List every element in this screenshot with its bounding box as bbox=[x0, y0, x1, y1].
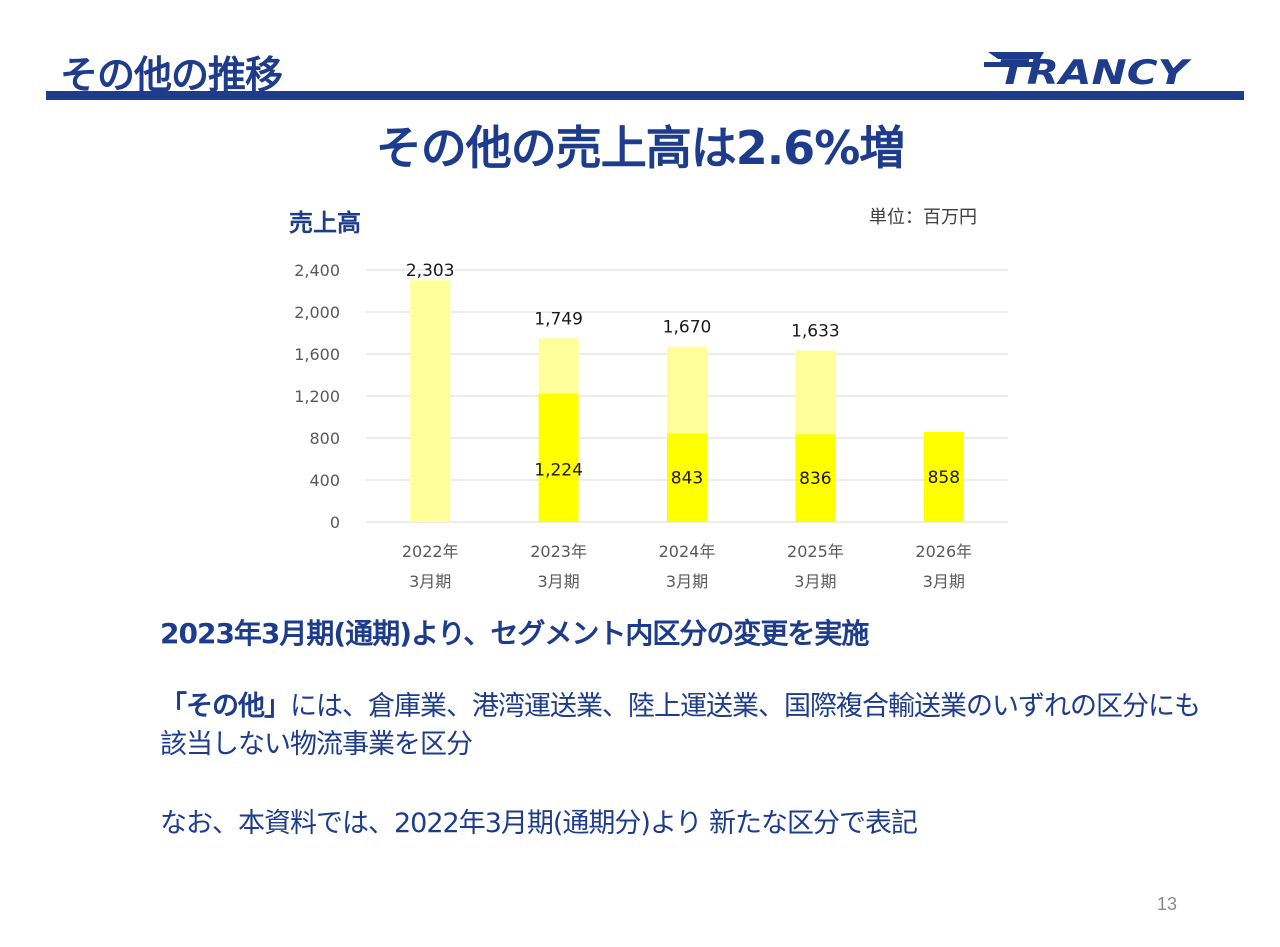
x-category-sublabel: 3月期 bbox=[794, 572, 836, 591]
y-tick-label: 1,200 bbox=[294, 387, 340, 406]
bar-total-label: 1,749 bbox=[534, 309, 583, 329]
other-label: 「その他」 bbox=[160, 691, 291, 722]
bar-value-label: 858 bbox=[928, 468, 960, 488]
bar-total-label: 1,633 bbox=[791, 322, 840, 342]
bar-top-segment bbox=[667, 346, 707, 434]
x-category-label: 2022年 bbox=[402, 542, 459, 561]
y-tick-label: 2,000 bbox=[294, 303, 340, 322]
bar-base-segment bbox=[538, 393, 579, 522]
bar-base-segment bbox=[923, 431, 964, 522]
bar-total-label: 1,670 bbox=[663, 318, 712, 338]
bar-value-label: 1,224 bbox=[534, 461, 583, 481]
bar-base-segment bbox=[667, 433, 707, 522]
x-category-sublabel: 3月期 bbox=[666, 572, 708, 591]
other-definition-text: には、倉庫業、港湾運送業、陸上運送業、国際複合輸送業のいずれの区分にも該当しない… bbox=[160, 691, 1201, 760]
bar-base-segment bbox=[795, 434, 836, 522]
x-category-label: 2024年 bbox=[659, 542, 716, 561]
y-tick-label: 400 bbox=[309, 471, 340, 490]
headline: その他の売上高は2.6%増 bbox=[375, 121, 906, 175]
other-definition-note: 「その他」には、倉庫業、港湾運送業、陸上運送業、国際複合輸送業のいずれの区分にも… bbox=[160, 688, 1220, 764]
unit-label: 単位：百万円 bbox=[869, 207, 977, 228]
y-tick-label: 800 bbox=[309, 429, 340, 448]
x-category-sublabel: 3月期 bbox=[923, 572, 965, 591]
chart-title: 売上高 bbox=[289, 209, 361, 237]
header-rule bbox=[46, 91, 1244, 100]
logo-wordmark: TRANCY bbox=[998, 53, 1192, 90]
y-tick-label: 0 bbox=[330, 513, 340, 532]
page-title: その他の推移 bbox=[60, 53, 283, 97]
bar-total-label: 2,303 bbox=[406, 261, 455, 281]
segment-change-note: 2023年3月期(通期)より、セグメント内区分の変更を実施 bbox=[160, 617, 869, 650]
page-number: 13 bbox=[1157, 894, 1178, 914]
x-category-label: 2025年 bbox=[787, 542, 844, 561]
y-tick-label: 1,600 bbox=[294, 345, 340, 364]
presentation-note: なお、本資料では、2022年3月期(通期分)より 新たな区分で表記 bbox=[160, 808, 918, 839]
bar-value-label: 843 bbox=[671, 469, 703, 489]
trancy-logo: TRANCY bbox=[984, 52, 1192, 90]
bar-top-segment bbox=[410, 280, 451, 522]
x-category-sublabel: 3月期 bbox=[538, 572, 580, 591]
bar-top-segment bbox=[795, 350, 836, 435]
x-category-label: 2026年 bbox=[915, 542, 972, 561]
bar-top-segment bbox=[538, 338, 579, 394]
y-tick-label: 2,400 bbox=[294, 261, 340, 280]
x-category-label: 2023年 bbox=[530, 542, 587, 561]
x-category-sublabel: 3月期 bbox=[409, 572, 451, 591]
bar-value-label: 836 bbox=[799, 469, 831, 489]
